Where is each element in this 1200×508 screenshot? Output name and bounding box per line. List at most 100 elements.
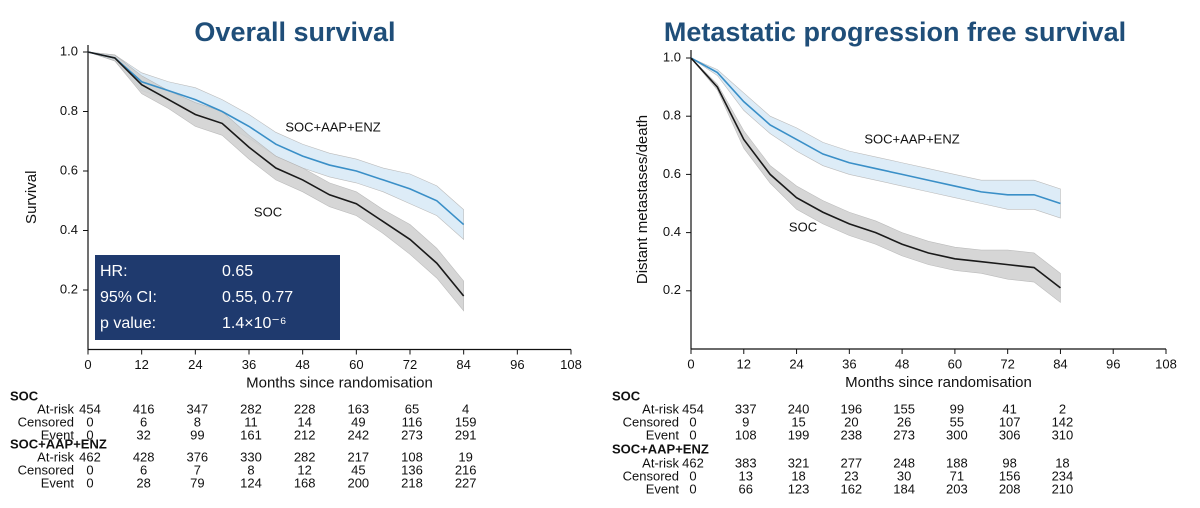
x-tick-label: 0	[84, 357, 91, 372]
risk-value: 184	[893, 481, 915, 496]
risk-value: 142	[1052, 414, 1074, 429]
risk-value: 0	[689, 468, 696, 483]
y-tick-label: 0.4	[60, 222, 78, 237]
risk-value: 454	[682, 401, 704, 416]
risk-value: 306	[999, 427, 1021, 442]
risk-value: 0	[86, 414, 93, 429]
stats-box	[95, 255, 340, 340]
risk-value: 8	[247, 462, 254, 477]
risk-group: SOC	[612, 388, 641, 403]
risk-value: 277	[840, 455, 862, 470]
stat-label: 95% CI:	[100, 289, 157, 306]
risk-value: 107	[999, 414, 1021, 429]
risk-value: 20	[844, 414, 858, 429]
risk-value: 55	[950, 414, 964, 429]
x-tick-label: 24	[789, 356, 803, 371]
survival-line	[87, 51, 465, 297]
risk-value: 218	[401, 475, 423, 490]
x-tick-label: 60	[948, 356, 962, 371]
y-tick-label: 1.0	[60, 43, 78, 58]
y-axis-label: Survival	[23, 171, 40, 224]
risk-row-label: Event	[646, 481, 680, 496]
risk-value: 454	[79, 401, 101, 416]
risk-group: SOC	[10, 388, 39, 403]
risk-value: 28	[136, 475, 150, 490]
risk-value: 124	[240, 475, 262, 490]
risk-value: 162	[840, 481, 862, 496]
chart-title: Overall survival	[194, 17, 395, 47]
risk-value: 196	[840, 401, 862, 416]
risk-value: 210	[1052, 481, 1074, 496]
x-tick-label: 24	[188, 357, 202, 372]
risk-value: 234	[1052, 468, 1074, 483]
risk-value: 337	[735, 401, 757, 416]
risk-row-label: At-risk	[642, 401, 679, 416]
x-tick-label: 108	[560, 357, 582, 372]
risk-value: 26	[897, 414, 911, 429]
x-tick-label: 84	[1053, 356, 1067, 371]
x-tick-label: 72	[403, 357, 417, 372]
risk-value: 462	[79, 449, 101, 464]
survival-line	[690, 57, 1061, 289]
risk-value: 14	[297, 414, 311, 429]
stat-label: HR:	[100, 263, 128, 280]
risk-row-label: Event	[41, 427, 75, 442]
risk-value: 227	[455, 475, 477, 490]
risk-value: 168	[294, 475, 316, 490]
risk-value: 116	[402, 414, 423, 429]
risk-value: 99	[190, 427, 204, 442]
x-tick-label: 48	[295, 357, 309, 372]
risk-value: 212	[294, 427, 316, 442]
x-tick-label: 96	[1106, 356, 1120, 371]
x-tick-label: 108	[1155, 356, 1177, 371]
series-label: SOC+AAP+ENZ	[864, 131, 959, 146]
risk-value: 248	[893, 455, 915, 470]
risk-value: 66	[739, 481, 753, 496]
risk-value: 12	[297, 462, 311, 477]
survival-line	[87, 51, 465, 226]
series-label: SOC	[789, 219, 817, 234]
risk-value: 273	[893, 427, 915, 442]
risk-value: 330	[240, 449, 262, 464]
risk-value: 79	[190, 475, 204, 490]
risk-value: 282	[294, 449, 316, 464]
risk-row-label: At-risk	[37, 401, 74, 416]
chart-title: Metastatic progression free survival	[664, 17, 1126, 47]
risk-value: 0	[86, 427, 93, 442]
series-label: SOC	[254, 204, 282, 219]
survival-line	[690, 57, 1061, 205]
risk-value: 300	[946, 427, 968, 442]
risk-value: 18	[791, 468, 805, 483]
y-axis-label: Distant metastases/death	[634, 115, 651, 284]
risk-value: 156	[999, 468, 1021, 483]
x-axis-label: Months since randomisation	[845, 374, 1032, 391]
risk-value: 7	[194, 462, 201, 477]
stat-value: 0.65	[222, 263, 253, 280]
risk-value: 0	[689, 481, 696, 496]
risk-value: 41	[1002, 401, 1016, 416]
risk-value: 416	[133, 401, 155, 416]
x-tick-label: 12	[134, 357, 148, 372]
risk-value: 310	[1052, 427, 1074, 442]
risk-value: 6	[140, 462, 147, 477]
risk-value: 11	[244, 414, 258, 429]
risk-row-label: Censored	[18, 462, 74, 477]
risk-row-label: Censored	[18, 414, 74, 429]
risk-value: 71	[950, 468, 964, 483]
risk-value: 32	[136, 427, 150, 442]
stat-value: 1.4×10⁻⁶	[222, 315, 286, 332]
x-tick-label: 36	[842, 356, 856, 371]
risk-value: 428	[133, 449, 155, 464]
risk-value: 217	[347, 449, 369, 464]
risk-row-label: Event	[646, 427, 680, 442]
risk-value: 188	[946, 455, 968, 470]
risk-value: 242	[347, 427, 369, 442]
risk-value: 65	[405, 401, 419, 416]
risk-row-label: Censored	[623, 414, 679, 429]
risk-value: 155	[893, 401, 915, 416]
risk-value: 99	[950, 401, 964, 416]
risk-value: 282	[240, 401, 262, 416]
y-tick-label: 1.0	[663, 49, 681, 64]
risk-value: 376	[186, 449, 208, 464]
